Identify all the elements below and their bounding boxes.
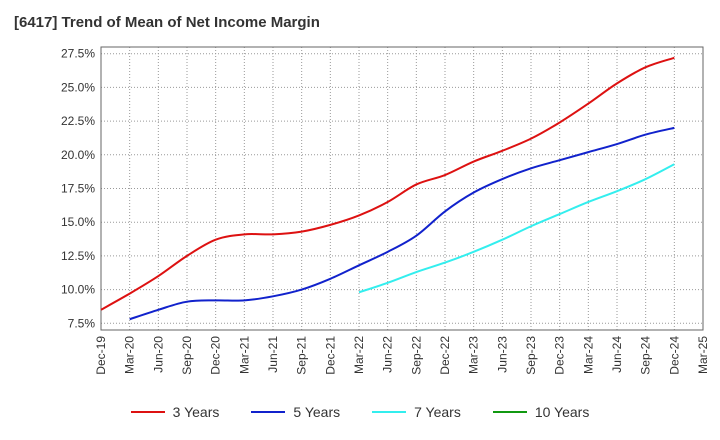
- x-tick-label: Mar-20: [123, 336, 137, 374]
- x-tick-label: Jun-22: [381, 336, 395, 373]
- y-tick-label: 25.0%: [61, 80, 95, 94]
- legend: 3 Years 5 Years 7 Years 10 Years: [0, 404, 720, 420]
- x-tick-label: Jun-23: [495, 336, 509, 373]
- series-line-7-years: [358, 163, 675, 294]
- y-tick-label: 10.0%: [61, 283, 95, 297]
- y-tick-label: 17.5%: [61, 182, 95, 196]
- x-tick-label: Jun-20: [151, 336, 165, 373]
- legend-label: 5 Years: [293, 404, 341, 420]
- x-tick-label: Mar-21: [237, 336, 251, 374]
- legend-label: 3 Years: [172, 404, 220, 420]
- axes: 7.5% 10.0% 12.5% 15.0% 17.5% 20.0% 22.5% 25.0% 2…: [61, 46, 710, 375]
- x-tick-label: Sep-24: [639, 336, 653, 375]
- x-tick-label: Mar-23: [467, 336, 481, 374]
- y-tick-label: 7.5%: [68, 316, 96, 330]
- y-tick-label: 20.0%: [61, 148, 95, 162]
- x-tick-label: Dec-20: [209, 336, 223, 375]
- x-tick-label: Jun-21: [266, 336, 280, 373]
- legend-item: 5 Years: [251, 404, 340, 420]
- x-tick-label: Dec-21: [323, 336, 337, 375]
- x-tick-label: Dec-19: [94, 336, 108, 375]
- x-tick-label: Sep-21: [295, 336, 309, 375]
- x-tick-label: Mar-24: [581, 336, 595, 374]
- grid: [100, 47, 704, 330]
- y-tick-label: 15.0%: [61, 215, 95, 229]
- y-tick-label: 12.5%: [61, 249, 95, 263]
- x-tick-label: Dec-24: [667, 336, 681, 375]
- series-layer: [100, 56, 675, 321]
- x-tick-label: Sep-23: [524, 336, 538, 375]
- series-line-3-years: [100, 56, 675, 311]
- legend-label: 10 Years: [534, 404, 590, 420]
- legend-swatch: [130, 411, 165, 413]
- legend-swatch: [251, 411, 286, 413]
- y-tick-label: 27.5%: [61, 47, 95, 61]
- legend-swatch: [492, 411, 527, 413]
- legend-swatch: [372, 411, 407, 413]
- y-tick-label: 22.5%: [61, 114, 95, 128]
- legend-item: 3 Years: [130, 404, 220, 420]
- x-tick-label: Mar-25: [696, 336, 710, 374]
- chart-title: [6417] Trend of Mean of Net Income Margi…: [14, 14, 320, 31]
- legend-item: 10 Years: [492, 404, 590, 420]
- x-tick-label: Dec-23: [553, 336, 567, 375]
- x-tick-label: Jun-24: [610, 336, 624, 373]
- legend-label: 7 Years: [414, 404, 461, 420]
- x-tick-label: Sep-22: [409, 336, 423, 375]
- legend-item: 7 Years: [372, 404, 461, 420]
- x-tick-label: Sep-20: [180, 336, 194, 375]
- x-tick-label: Dec-22: [438, 336, 452, 375]
- x-tick-label: Mar-22: [352, 336, 366, 374]
- series-line-5-years: [129, 126, 675, 321]
- plot-border: [100, 46, 704, 331]
